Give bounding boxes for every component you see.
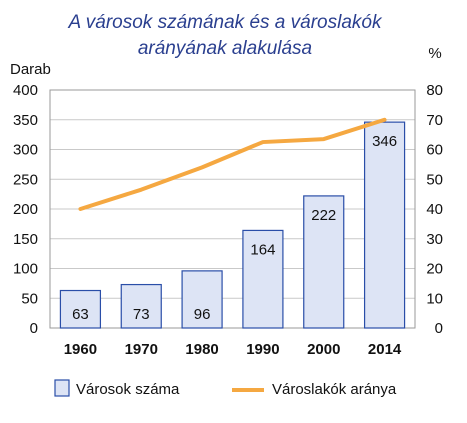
bar-data-label: 96: [194, 306, 211, 323]
right-tick-label: 50: [426, 171, 443, 188]
right-tick-label: 60: [426, 142, 443, 159]
right-tick-label: 20: [426, 261, 443, 278]
bar-data-label: 164: [250, 241, 275, 258]
x-tick-label: 2014: [368, 341, 402, 358]
bar: [59, 289, 102, 329]
left-tick-label: 150: [13, 231, 38, 248]
legend-line-label: Városlakók aránya: [272, 381, 397, 398]
bar: [181, 270, 223, 329]
plot-frame: [49, 89, 416, 329]
left-tick-label: 100: [13, 261, 38, 278]
bar: [303, 195, 345, 329]
x-tick-label: 1990: [246, 341, 279, 358]
right-axis-title: %: [428, 45, 441, 62]
bar: [120, 283, 162, 329]
legend-bar-label: Városok száma: [76, 381, 180, 398]
right-tick-label: 0: [435, 320, 443, 337]
chart-title-line-2: arányának alakulása: [138, 38, 312, 59]
bar-data-label: 346: [372, 133, 397, 150]
right-tick-label: 40: [426, 201, 443, 218]
x-tick-label: 2000: [307, 341, 340, 358]
right-tick-label: 30: [426, 231, 443, 248]
right-tick-label: 70: [426, 112, 443, 129]
right-tick-label: 80: [426, 82, 443, 99]
left-tick-label: 300: [13, 142, 38, 159]
bar: [242, 229, 284, 329]
left-tick-label: 50: [21, 290, 38, 307]
left-tick-label: 400: [13, 82, 38, 99]
legend-bar-swatch: [54, 379, 70, 397]
x-tick-label: 1960: [64, 341, 97, 358]
bar-data-label: 73: [133, 306, 150, 323]
chart-title-line-1: A városok számának és a városlakók: [68, 12, 383, 33]
x-tick-label: 1980: [185, 341, 218, 358]
right-tick-label: 10: [426, 290, 443, 307]
line-series: [78, 117, 387, 211]
left-tick-label: 250: [13, 171, 38, 188]
left-axis-title: Darab: [10, 61, 51, 78]
plot-area: 0 50 100 150 200 250 300 350 400 0 10 20 30 40 50 60 70 8…: [13, 82, 443, 398]
bar-data-label: 222: [311, 207, 336, 224]
x-tick-label: 1970: [125, 341, 158, 358]
left-tick-label: 350: [13, 112, 38, 129]
bar: [363, 121, 406, 329]
bar-data-label: 63: [72, 306, 89, 323]
left-tick-label: 0: [30, 320, 38, 337]
left-tick-label: 200: [13, 201, 38, 218]
